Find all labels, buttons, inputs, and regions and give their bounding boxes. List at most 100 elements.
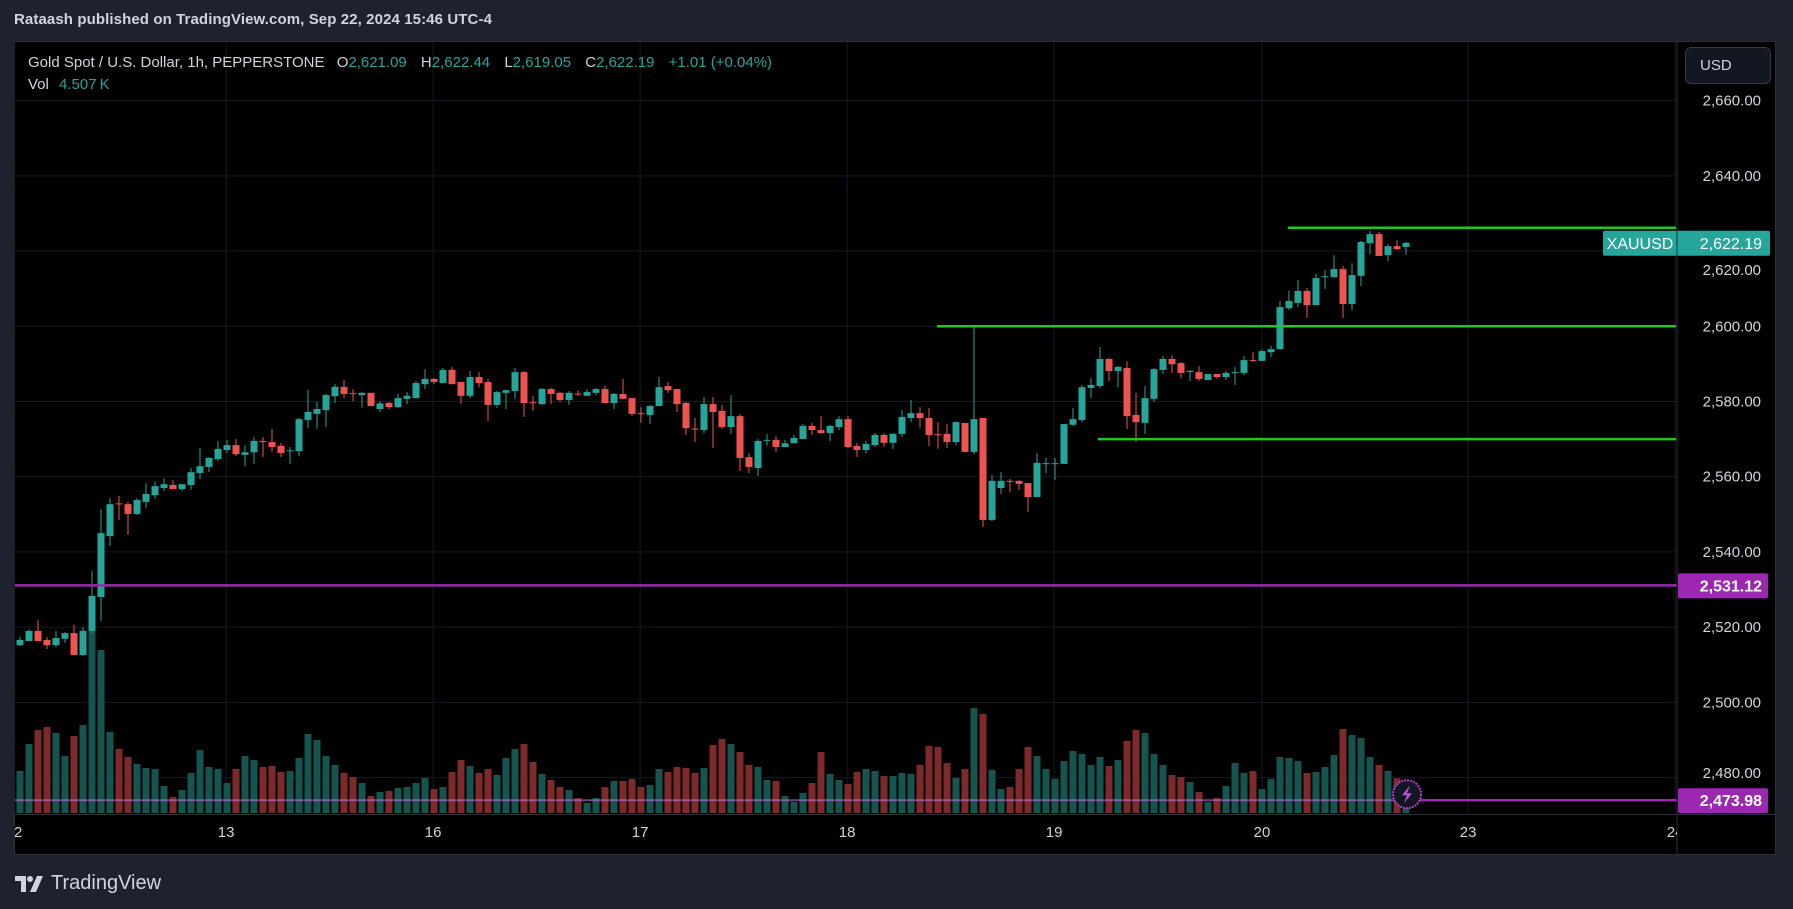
volume-bar (1141, 732, 1149, 813)
volume-bar (151, 768, 159, 813)
volume-bar (772, 780, 780, 813)
candle-body (169, 484, 177, 490)
volume-bar (1321, 766, 1329, 813)
candle-body (1348, 275, 1356, 305)
candle-body (1366, 234, 1374, 244)
candle-body (1114, 366, 1122, 372)
volume-bar (340, 772, 348, 813)
volume-label[interactable]: Vol (28, 76, 49, 93)
candle-body (1177, 363, 1185, 373)
candle-body (1357, 242, 1365, 276)
time-tick-label: 19 (1046, 824, 1063, 841)
candle-body (997, 480, 1005, 488)
candle-body (1105, 358, 1113, 372)
volume-bar (1240, 772, 1248, 813)
volume-bar (853, 771, 861, 813)
candle-body (808, 425, 816, 431)
lightning-glyph (1402, 785, 1412, 804)
volume-bar (655, 768, 663, 813)
candle-body (745, 457, 753, 467)
candle-body (133, 500, 141, 514)
low-label: L (504, 54, 513, 71)
volume-bar (970, 707, 978, 813)
candle-body (1312, 278, 1320, 306)
candle-body (1069, 419, 1077, 425)
volume-bar (448, 771, 456, 813)
candle-body (88, 595, 96, 631)
volume-bar (1195, 791, 1203, 813)
volume-bar (799, 792, 807, 813)
volume-bar (763, 779, 771, 813)
candle-body (853, 445, 861, 450)
candle-body (1096, 358, 1104, 387)
candle-body (520, 372, 528, 403)
candle-body (556, 392, 564, 400)
candle-body (1330, 269, 1338, 277)
last-price-value: 2,622.19 (1700, 236, 1762, 253)
last-price-symbol: XAUUSD (1607, 236, 1674, 253)
candle-body (1267, 349, 1275, 353)
candle-body (1231, 372, 1239, 374)
volume-bar (817, 751, 825, 813)
candle-body (880, 434, 888, 443)
candle-body (844, 419, 852, 447)
volume-bar (925, 745, 933, 813)
candle-body (448, 369, 456, 385)
candle-body (1195, 372, 1203, 379)
chart-frame (14, 41, 1776, 855)
candle-body (1033, 462, 1041, 498)
price-level-label: 2,473.98 (1700, 793, 1762, 810)
candle-body (313, 409, 321, 414)
volume-bar (1168, 774, 1176, 813)
candle-body (979, 418, 987, 520)
volume-bar (1339, 728, 1347, 813)
candle-body (268, 442, 276, 447)
currency-button[interactable]: USD (1685, 47, 1771, 84)
volume-bar (1366, 756, 1374, 813)
candle-body (574, 393, 582, 395)
candle-body (682, 402, 690, 429)
candle-body (970, 419, 978, 452)
volume-bar (457, 759, 465, 813)
volume-bar (520, 743, 528, 813)
price-tick-label: 2,480.00 (1703, 765, 1761, 782)
volume-bar (25, 743, 33, 813)
tradingview-logo[interactable]: TradingView (15, 872, 161, 895)
volume-bar (1276, 756, 1284, 813)
candle-body (664, 386, 672, 391)
candle-body (547, 389, 555, 394)
volume-bar (1132, 729, 1140, 813)
candle-body (205, 457, 213, 467)
volume-bar (1096, 756, 1104, 813)
volume-bar (358, 782, 366, 813)
volume-bar (745, 764, 753, 813)
volume-bar (844, 783, 852, 813)
candle-body (1051, 463, 1059, 465)
price-tick-label: 2,600.00 (1703, 318, 1761, 335)
volume-bar (961, 768, 969, 813)
volume-bar (1123, 740, 1131, 813)
candle-body (52, 638, 60, 646)
candle-body (358, 392, 366, 396)
candle-body (1132, 415, 1140, 423)
change-value: +1.01 (+0.04%) (668, 54, 773, 71)
candle-body (187, 472, 195, 485)
candle-body (898, 416, 906, 434)
symbol-description[interactable]: Gold Spot / U.S. Dollar, 1h, PEPPERSTONE (28, 54, 325, 71)
candle-body (1078, 387, 1086, 420)
candle-body (43, 639, 51, 646)
volume-bar (1177, 776, 1185, 813)
candle-body (106, 504, 114, 537)
candle-body (1015, 480, 1023, 484)
volume-bar (43, 726, 51, 813)
volume-bar (1105, 765, 1113, 813)
tradingview-logo-icon (15, 875, 43, 892)
volume-bar (907, 773, 915, 813)
candle-body (925, 418, 933, 435)
candle-body (691, 428, 699, 430)
time-tick-label: 20 (1254, 824, 1271, 841)
volume-bar (538, 773, 546, 813)
price-level-badge (1678, 788, 1768, 814)
volume-bar (880, 775, 888, 813)
